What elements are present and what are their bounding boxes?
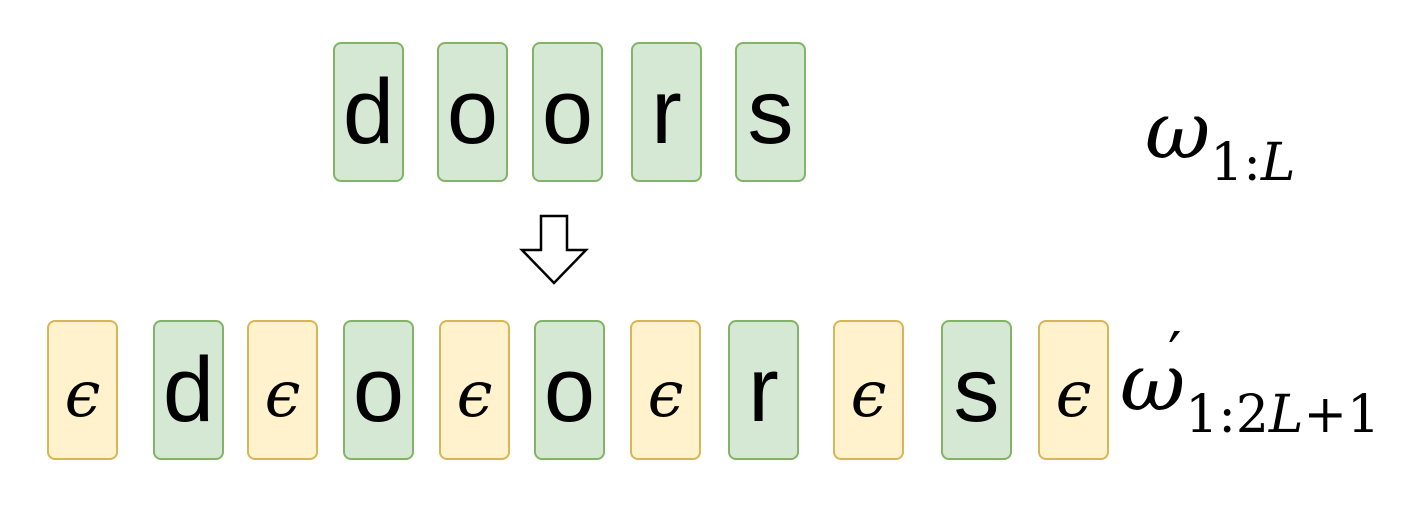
input-token: d [333, 42, 404, 182]
down-arrow-icon [519, 214, 589, 285]
output-sequence-label: ω ′ 1:2L+1 [1120, 320, 1380, 445]
char-token: d [153, 320, 224, 460]
omega-symbol: ω [1120, 336, 1186, 429]
char-token: o [534, 320, 605, 460]
char-token: r [728, 320, 799, 460]
blank-token: ϵ [47, 320, 118, 460]
subscript-variable: L [1268, 385, 1304, 445]
input-sequence-label: ω1:L [1145, 84, 1295, 193]
label-subscript: 1:2L+1 [1185, 385, 1380, 445]
input-token: r [631, 42, 702, 182]
prime-mark: ′ [1168, 320, 1182, 390]
input-token: o [532, 42, 603, 182]
blank-token: ϵ [1038, 320, 1109, 460]
subscript-prefix: 1:2 [1185, 385, 1269, 445]
blank-token: ϵ [833, 320, 904, 460]
char-token: s [941, 320, 1012, 460]
blank-token: ϵ [630, 320, 701, 460]
subscript-variable: L [1260, 133, 1296, 193]
blank-token: ϵ [247, 320, 318, 460]
subscript-suffix: +1 [1303, 385, 1381, 445]
subscript-prefix: 1: [1210, 133, 1261, 193]
blank-token: ϵ [439, 320, 510, 460]
input-token: s [735, 42, 806, 182]
char-token: o [343, 320, 414, 460]
input-token: o [437, 42, 508, 182]
label-subscript: 1:L [1210, 133, 1295, 193]
omega-symbol: ω [1145, 84, 1211, 177]
